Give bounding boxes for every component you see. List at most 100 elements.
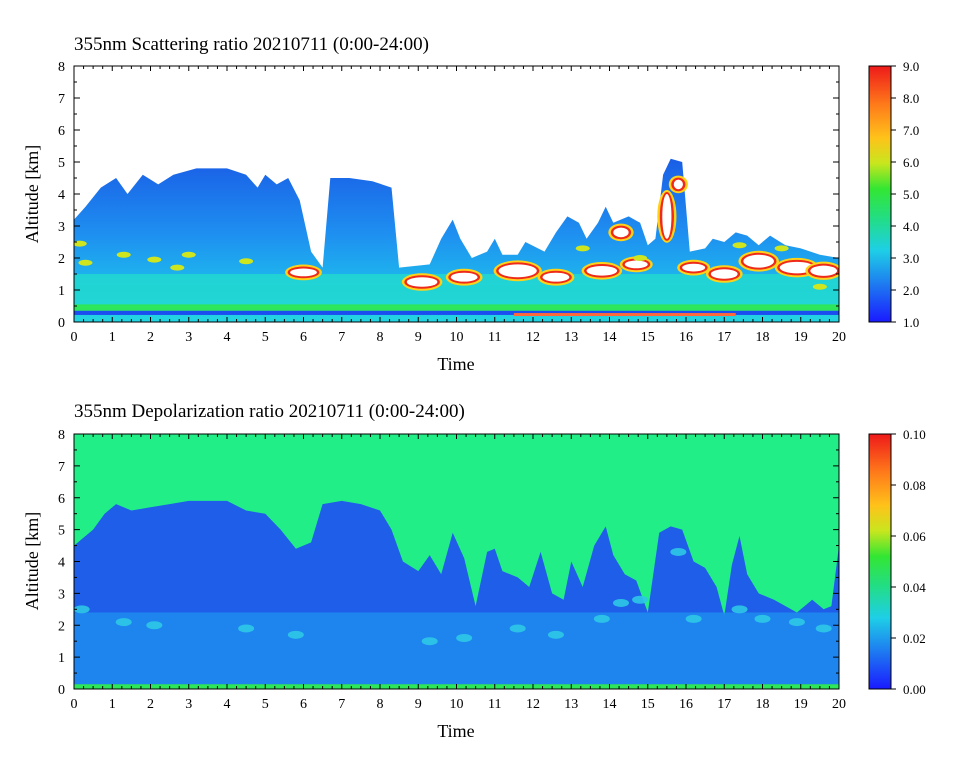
y-tick-label: 4 (58, 556, 65, 571)
x-tick-label: 9 (415, 697, 422, 712)
x-tick-label: 19 (794, 330, 808, 345)
x-tick-label: 5 (262, 330, 269, 345)
depolarization-ratio-title: 355nm Depolarization ratio 20210711 (0:0… (74, 401, 465, 422)
x-tick-label: 6 (300, 697, 307, 712)
x-tick-label: 4 (224, 697, 231, 712)
cloud-core (662, 194, 672, 239)
depol-speckle (612, 598, 629, 607)
y-tick-label: 0 (58, 683, 65, 698)
y-tick-label: 3 (58, 220, 65, 235)
scattering-features (74, 175, 839, 317)
x-tick-label: 20 (832, 330, 846, 345)
depol-speckle (456, 634, 473, 642)
x-tick-label: 2 (147, 330, 154, 345)
colorbar-tick-label: 6.0 (903, 155, 919, 170)
x-tick-label: 16 (679, 697, 693, 712)
aerosol-speckle (633, 255, 648, 261)
x-tick-label: 15 (641, 330, 655, 345)
x-tick-label: 13 (564, 330, 578, 345)
x-tick-label: 19 (794, 697, 808, 712)
y-axis-ticks: 0 1 2 3 4 5 6 7 8 (58, 60, 839, 331)
aerosol-speckle (774, 245, 789, 252)
x-tick-label: 3 (185, 330, 192, 345)
x-tick-label: 17 (717, 330, 731, 345)
cloud-core (586, 266, 618, 276)
colorbar-tick-label: 0.08 (903, 478, 926, 493)
depol-speckle (115, 618, 132, 627)
depol-speckle (238, 624, 255, 633)
x-tick-label: 9 (415, 330, 422, 345)
y-tick-label: 1 (58, 284, 65, 299)
colorbar (868, 65, 892, 323)
x-tick-label: 14 (603, 697, 617, 712)
aerosol-speckle (239, 258, 254, 265)
depol-speckle (754, 614, 771, 623)
cloud-core (542, 272, 570, 282)
scattering-ratio-panel: 355nm Scattering ratio 20210711 (0:00-24… (22, 34, 919, 374)
x-tick-label: 8 (377, 330, 384, 345)
y-tick-label: 2 (58, 619, 65, 634)
x-tick-label: 16 (679, 330, 693, 345)
depolarization-ratio-panel: 355nm Depolarization ratio 20210711 (0:0… (22, 401, 926, 741)
colorbar-tick-label: 0.00 (903, 682, 926, 697)
scattering-ratio-plot-area (74, 66, 839, 322)
x-tick-label: 12 (526, 330, 540, 345)
depol-speckle (421, 637, 438, 646)
cloud-core (498, 264, 537, 278)
aerosol-speckle (181, 251, 196, 258)
y-tick-label: 3 (58, 587, 65, 602)
x-axis-label: Time (437, 354, 474, 374)
surface-band (74, 310, 839, 315)
y-tick-label: 5 (58, 524, 65, 539)
depol-speckle (815, 624, 832, 633)
y-tick-label: 4 (58, 188, 65, 203)
cloud-core (710, 269, 738, 279)
aerosol-speckle (116, 251, 131, 258)
x-tick-label: 7 (338, 697, 345, 712)
x-tick-label: 7 (338, 330, 345, 345)
x-tick-label: 20 (832, 697, 846, 712)
x-tick-label: 11 (488, 330, 501, 345)
x-tick-label: 6 (300, 330, 307, 345)
cloud-core (406, 277, 438, 287)
depol-speckle (685, 614, 702, 623)
depol-speckle (788, 618, 805, 627)
x-tick-label: 0 (71, 697, 78, 712)
x-tick-label: 11 (488, 697, 501, 712)
x-axis-ticks: 0 1 2 3 4 5 6 7 8 9 10 11 12 13 14 15 16 17 18 19 20 (71, 434, 846, 712)
colorbar-ticks: 1.0 2.0 3.0 4.0 5.0 6.0 7.0 8.0 9.0 (891, 59, 919, 330)
lower-depol-band (74, 612, 839, 685)
depol-speckle (632, 595, 649, 604)
aerosol-speckle (170, 264, 185, 271)
colorbar-tick-label: 8.0 (903, 91, 919, 106)
x-tick-label: 8 (377, 697, 384, 712)
y-axis-ticks: 0 1 2 3 4 5 6 7 8 (58, 428, 839, 698)
colorbar-tick-label: 9.0 (903, 59, 919, 74)
cloud-core (450, 272, 478, 282)
x-tick-label: 17 (717, 697, 731, 712)
cloud-core (673, 179, 683, 190)
y-tick-label: 6 (58, 492, 65, 507)
colorbar-tick-label: 3.0 (903, 251, 919, 266)
x-tick-label: 1 (109, 697, 116, 712)
x-tick-label: 18 (756, 330, 770, 345)
surface-streak (513, 313, 736, 317)
depol-speckle (74, 605, 90, 614)
cloud-core (810, 265, 838, 276)
y-tick-label: 7 (58, 92, 65, 107)
y-tick-label: 7 (58, 460, 65, 475)
x-axis-ticks: 0 1 2 3 4 5 6 7 8 9 10 11 12 13 14 15 16 17 18 19 20 (71, 66, 846, 345)
y-tick-label: 5 (58, 156, 65, 171)
x-tick-label: 10 (450, 697, 464, 712)
depol-speckle (287, 630, 304, 639)
colorbar-tick-label: 0.02 (903, 631, 926, 646)
y-tick-label: 6 (58, 124, 65, 139)
aerosol-speckle (78, 259, 93, 266)
x-tick-label: 12 (526, 697, 540, 712)
x-tick-label: 13 (564, 697, 578, 712)
cloud-core (743, 254, 774, 268)
depol-speckle (509, 624, 526, 633)
x-tick-label: 2 (147, 697, 154, 712)
x-tick-label: 0 (71, 330, 78, 345)
